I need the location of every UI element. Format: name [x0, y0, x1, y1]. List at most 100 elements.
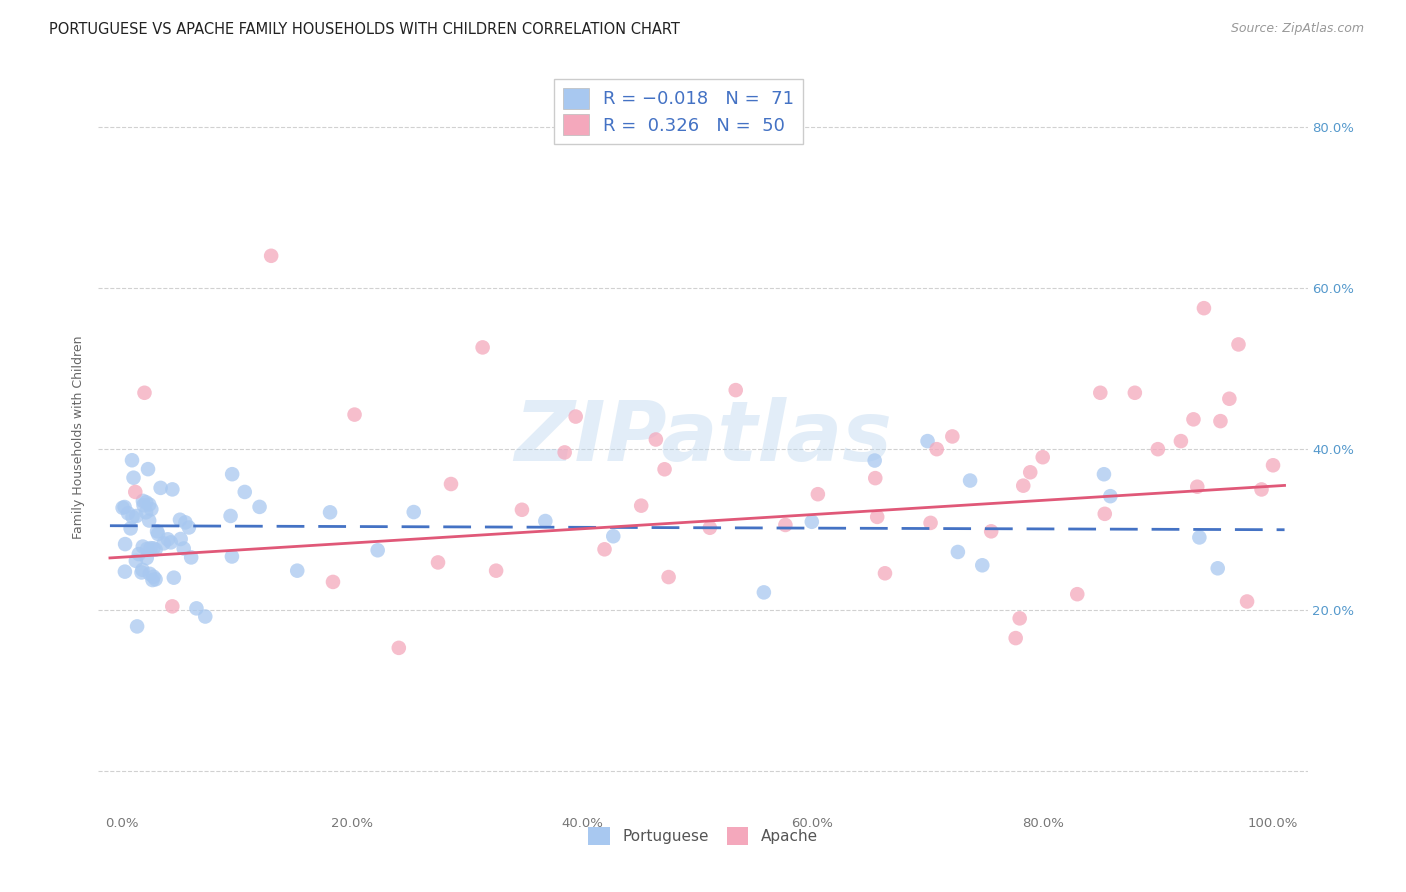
Point [186, 601, 208, 615]
Point [127, 619, 149, 633]
Point [644, 433, 666, 447]
Point [980, 524, 1002, 539]
Point [173, 541, 195, 556]
Point [1227, 337, 1250, 351]
Point [866, 509, 889, 524]
Point [132, 494, 155, 508]
Point [654, 462, 676, 476]
Point [145, 542, 167, 557]
Point [124, 484, 146, 499]
Point [162, 483, 184, 497]
Point [402, 505, 425, 519]
Point [141, 573, 163, 587]
Point [1192, 301, 1215, 315]
Point [1250, 483, 1272, 497]
Point [125, 554, 148, 568]
Point [159, 535, 181, 549]
Point [135, 550, 157, 565]
Point [554, 445, 576, 459]
Point [146, 524, 169, 539]
Point [131, 566, 153, 580]
Point [1066, 587, 1088, 601]
Point [139, 541, 162, 556]
Point [1099, 489, 1122, 503]
Point [1261, 458, 1284, 473]
Point [114, 500, 136, 514]
Point [485, 564, 508, 578]
Point [145, 572, 167, 586]
Point [163, 571, 186, 585]
Point [162, 599, 184, 614]
Point [630, 499, 652, 513]
Point [510, 502, 533, 516]
Point [169, 513, 191, 527]
Point [141, 502, 163, 516]
Point [138, 514, 160, 528]
Point [1182, 412, 1205, 426]
Point [388, 640, 411, 655]
Point [152, 536, 174, 550]
Point [142, 541, 165, 556]
Point [564, 409, 586, 424]
Point [1187, 480, 1209, 494]
Point [724, 383, 747, 397]
Point [1147, 442, 1170, 457]
Point [1008, 611, 1031, 625]
Point [120, 521, 142, 535]
Text: ZIPatlas: ZIPatlas [515, 397, 891, 477]
Point [917, 434, 939, 449]
Point [1090, 385, 1112, 400]
Point [471, 340, 494, 354]
Point [959, 474, 981, 488]
Point [534, 514, 557, 528]
Point [111, 500, 134, 515]
Point [941, 429, 963, 443]
Point [169, 532, 191, 546]
Point [156, 533, 179, 547]
Point [972, 558, 994, 573]
Point [114, 565, 136, 579]
Point [135, 505, 157, 519]
Point [138, 498, 160, 512]
Point [1236, 594, 1258, 608]
Point [1209, 414, 1232, 428]
Point [440, 477, 463, 491]
Point [1206, 561, 1229, 575]
Point [125, 508, 148, 523]
Point [1170, 434, 1192, 449]
Point [146, 527, 169, 541]
Point [322, 574, 344, 589]
Point [136, 541, 159, 556]
Point [367, 543, 389, 558]
Point [593, 542, 616, 557]
Point [142, 570, 165, 584]
Point [1188, 530, 1211, 544]
Point [1218, 392, 1240, 406]
Point [117, 506, 139, 520]
Point [602, 529, 624, 543]
Point [699, 521, 721, 535]
Point [128, 547, 150, 561]
Point [285, 564, 308, 578]
Point [873, 566, 896, 581]
Point [1032, 450, 1054, 465]
Point [177, 520, 200, 534]
Point [946, 545, 969, 559]
Point [174, 516, 197, 530]
Point [1012, 478, 1035, 492]
Point [260, 249, 283, 263]
Point [1094, 507, 1116, 521]
Point [920, 516, 942, 530]
Point [319, 505, 342, 519]
Point [139, 566, 162, 581]
Legend: Portuguese, Apache: Portuguese, Apache [581, 820, 825, 853]
Point [121, 509, 143, 524]
Point [233, 485, 256, 500]
Point [658, 570, 681, 584]
Point [131, 563, 153, 577]
Point [1092, 467, 1115, 482]
Point [221, 549, 243, 564]
Point [752, 585, 775, 599]
Point [863, 453, 886, 467]
Point [1123, 385, 1146, 400]
